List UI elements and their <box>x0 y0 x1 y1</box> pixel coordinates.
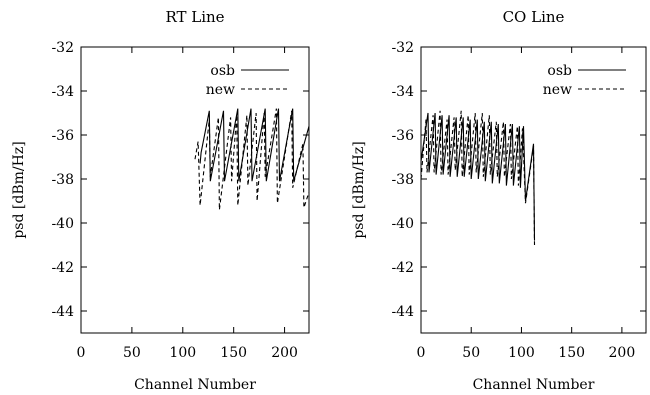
x-tick-label: 150 <box>558 345 585 361</box>
x-tick-label: 200 <box>609 345 636 361</box>
series-line-new <box>421 110 536 246</box>
y-tick-label: -42 <box>51 260 74 276</box>
y-tick-label: -40 <box>391 216 414 232</box>
x-tick-label: 100 <box>169 345 196 361</box>
legend-label-osb: osb <box>547 63 572 79</box>
y-tick-label: -38 <box>51 172 74 188</box>
series-line-osb <box>421 112 536 241</box>
x-tick-label: 50 <box>123 345 141 361</box>
y-tick-label: -44 <box>391 304 414 320</box>
y-tick-label: -44 <box>51 304 74 320</box>
y-tick-label: -36 <box>391 128 414 144</box>
y-tick-label: -42 <box>391 260 414 276</box>
plot-frame <box>420 46 647 334</box>
plot-frame <box>80 46 310 334</box>
legend: osb new <box>206 63 289 98</box>
y-tick-label: -34 <box>391 84 414 100</box>
x-tick-label: 150 <box>220 345 247 361</box>
x-tick-label: 200 <box>271 345 298 361</box>
series-group <box>194 108 309 210</box>
y-tick-label: -36 <box>51 128 74 144</box>
chart-2: CO Line 0 50 100 150 200 -32 -34 -36 -38 -40 -42 -44… <box>351 8 647 393</box>
chart-title: CO Line <box>503 8 565 26</box>
y-axis-label: psd [dBm/Hz] <box>351 141 367 238</box>
x-tick-label: 50 <box>462 345 480 361</box>
legend: osb new <box>543 63 626 98</box>
y-tick-label: -40 <box>51 216 74 232</box>
legend-label-new: new <box>206 82 235 98</box>
x-tick-label: 0 <box>417 345 426 361</box>
x-tick-label: 100 <box>508 345 535 361</box>
y-tick-label: -34 <box>51 84 74 100</box>
x-axis-label: Channel Number <box>134 377 256 393</box>
legend-label-new: new <box>543 82 572 98</box>
chart-title: RT Line <box>165 8 224 26</box>
series-line-new <box>194 108 309 210</box>
chart-1: RT Line 0 50 100 150 200 -32 -34 -36 -38 -40 -42 -44… <box>11 8 310 393</box>
y-axis-label: psd [dBm/Hz] <box>11 141 27 238</box>
legend-label-osb: osb <box>210 63 235 79</box>
y-tick-label: -32 <box>391 40 414 56</box>
series-group <box>421 110 536 246</box>
x-tick-label: 0 <box>77 345 86 361</box>
x-axis-label: Channel Number <box>473 377 595 393</box>
y-tick-label: -32 <box>51 40 74 56</box>
y-tick-label: -38 <box>391 172 414 188</box>
